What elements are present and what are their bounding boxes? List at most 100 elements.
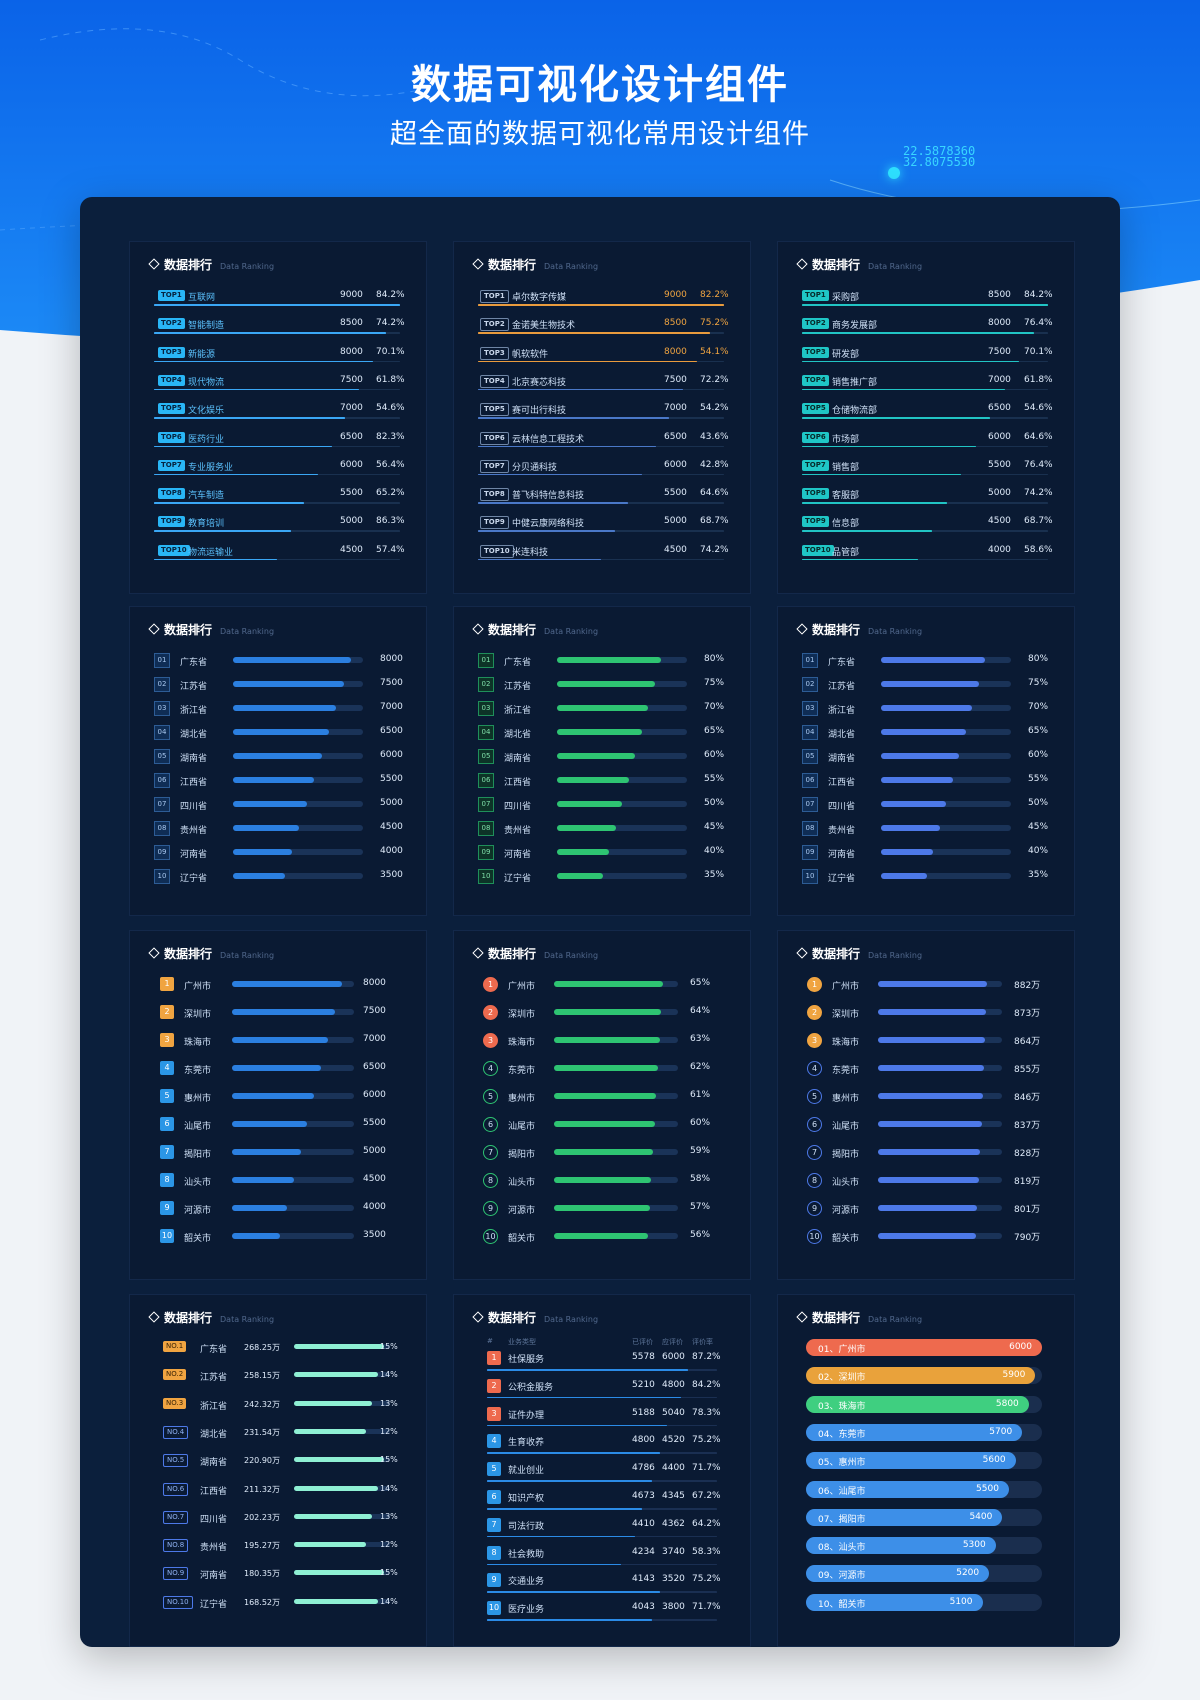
- card-subtitle: Data Ranking: [220, 627, 275, 636]
- ranking-card-8: 数据排行 Data Ranking 1 广州市 65% 2 深圳市 64% 3 珠海市 63% 4 东莞…: [453, 930, 751, 1280]
- category-label: 韶关市: [832, 1234, 860, 1244]
- rank-badge: 1: [160, 977, 174, 991]
- value-bar-track: [478, 558, 724, 561]
- category-label: 商务发展部: [832, 321, 878, 332]
- value-bar: [878, 1205, 978, 1211]
- category-label: 云林信息工程技术: [512, 434, 585, 445]
- ranking-row: 3 珠海市 864万: [778, 1033, 1074, 1059]
- diamond-icon: [796, 258, 808, 270]
- category-label: 卓尔数字传媒: [512, 293, 567, 303]
- business-name: 司法行政: [508, 1521, 545, 1532]
- category-label: 采购部: [832, 293, 860, 303]
- percent-label: 54.6%: [376, 403, 405, 414]
- value-label: 6500: [380, 726, 403, 736]
- pill-bar: 03、珠海市 5800: [806, 1395, 1029, 1413]
- percent-label: 70.1%: [376, 346, 405, 357]
- category-label: 深圳市: [832, 1010, 860, 1020]
- rank-badge: 4: [487, 1434, 501, 1449]
- table-row: 3 证件办理 5188 5040 78.3%: [454, 1406, 750, 1433]
- ranking-row: 8 汕头市 819万: [778, 1173, 1074, 1199]
- ranking-row: 1 广州市 882万: [778, 977, 1074, 1003]
- value-bar: [802, 417, 991, 419]
- value-label: 61%: [690, 1090, 711, 1100]
- evaluated-count: 4143: [632, 1574, 655, 1585]
- ranking-row: 06 江西省 5500: [130, 773, 426, 799]
- category-label: 现代物流: [188, 377, 225, 388]
- rank-badge: 1: [483, 977, 498, 992]
- card-title: 数据排行: [812, 258, 861, 272]
- value-label: 4000: [988, 544, 1011, 555]
- value-bar: [232, 981, 342, 987]
- value-bar: [233, 657, 352, 663]
- rank-badge: TOP6: [802, 431, 829, 443]
- value-bar: [294, 1570, 384, 1576]
- category-label: 辽宁省: [180, 874, 208, 884]
- coordinate-2: 32.8075530: [903, 155, 976, 169]
- value-label: 4500: [363, 1174, 386, 1184]
- rank-badge: 5: [807, 1089, 822, 1104]
- value-label: 7000: [340, 403, 363, 414]
- pill-name: 06、汕尾市: [818, 1486, 866, 1497]
- evaluated-count: 5188: [632, 1407, 655, 1418]
- category-label: 贵州省: [200, 1543, 228, 1554]
- table-row: 6 知识产权 4673 4345 67.2%: [454, 1490, 750, 1516]
- category-label: 珠海市: [832, 1038, 860, 1048]
- ranking-row: TOP2 智能制造 8500 74.2%: [130, 316, 426, 342]
- ranking-row: 6 汕尾市 837万: [778, 1117, 1074, 1143]
- ranking-row: TOP9 教育培训 5000 86.3%: [130, 514, 426, 540]
- amount-label: 268.25万: [244, 1343, 280, 1352]
- ranking-row: TOP5 赛可出行科技 7000 54.2%: [454, 401, 750, 427]
- diamond-icon: [148, 1311, 160, 1323]
- card-header: 数据排行 Data Ranking: [796, 945, 923, 962]
- ranking-row: 1 广州市 65%: [454, 977, 750, 1003]
- value-bar: [878, 1065, 984, 1071]
- category-label: 分贝通科技: [512, 462, 558, 473]
- rank-badge: TOP4: [158, 374, 185, 386]
- category-label: 浙江省: [828, 706, 856, 716]
- rank-badge: 5: [487, 1462, 501, 1477]
- pill-value: 5600: [982, 1455, 1006, 1466]
- card-subtitle: Data Ranking: [868, 951, 923, 960]
- rank-badge: 08: [478, 821, 494, 836]
- value-label: 8500: [988, 290, 1011, 300]
- percent-label: 84.2%: [376, 290, 405, 300]
- category-label: 湖南省: [200, 1458, 228, 1469]
- business-name: 就业创业: [508, 1466, 545, 1477]
- value-label: 790万: [1014, 1233, 1041, 1243]
- ranking-row: 9 河源市 4000: [130, 1201, 426, 1227]
- card-subtitle: Data Ranking: [544, 627, 599, 636]
- rank-badge: 05: [478, 749, 494, 764]
- category-label: 东莞市: [184, 1066, 212, 1076]
- ranking-row: 04 湖北省 6500: [130, 725, 426, 751]
- value-bar: [233, 753, 322, 759]
- value-label: 40%: [1028, 846, 1049, 856]
- pill-value: 5400: [969, 1511, 993, 1522]
- evaluation-rate: 75.2%: [692, 1435, 721, 1446]
- ranking-row: 4 东莞市 855万: [778, 1061, 1074, 1087]
- value-label: 3500: [363, 1230, 386, 1240]
- category-label: 珠海市: [508, 1038, 536, 1048]
- ranking-row: TOP2 金诺美生物技术 8500 75.2%: [454, 316, 750, 342]
- rank-badge: 3: [483, 1033, 498, 1048]
- rank-badge: 02: [802, 677, 818, 692]
- card-header: 数据排行 Data Ranking: [148, 256, 274, 273]
- card-header: 数据排行 Data Ranking: [472, 1309, 598, 1326]
- value-label: 65%: [1028, 726, 1049, 736]
- category-label: 贵州省: [828, 826, 856, 836]
- table-row: 5 就业创业 4786 4400 71.7%: [454, 1462, 750, 1488]
- ranking-row: NO.2 江苏省 258.15万 14%: [130, 1369, 426, 1395]
- value-bar: [557, 657, 661, 663]
- percent-label: 14%: [380, 1370, 398, 1380]
- percent-label: 15%: [380, 1455, 398, 1465]
- category-label: 江西省: [504, 778, 532, 788]
- ranking-row: 04 湖北省 65%: [454, 725, 750, 751]
- rank-badge: 10: [807, 1229, 822, 1244]
- card-subtitle: Data Ranking: [220, 951, 275, 960]
- rank-badge: 09: [478, 845, 494, 860]
- value-label: 5000: [988, 488, 1011, 499]
- value-bar: [802, 332, 1034, 334]
- row-underline: [487, 1563, 622, 1566]
- required-count: 3520: [662, 1574, 685, 1585]
- value-label: 855万: [1014, 1065, 1041, 1075]
- rank-badge: 06: [154, 773, 170, 788]
